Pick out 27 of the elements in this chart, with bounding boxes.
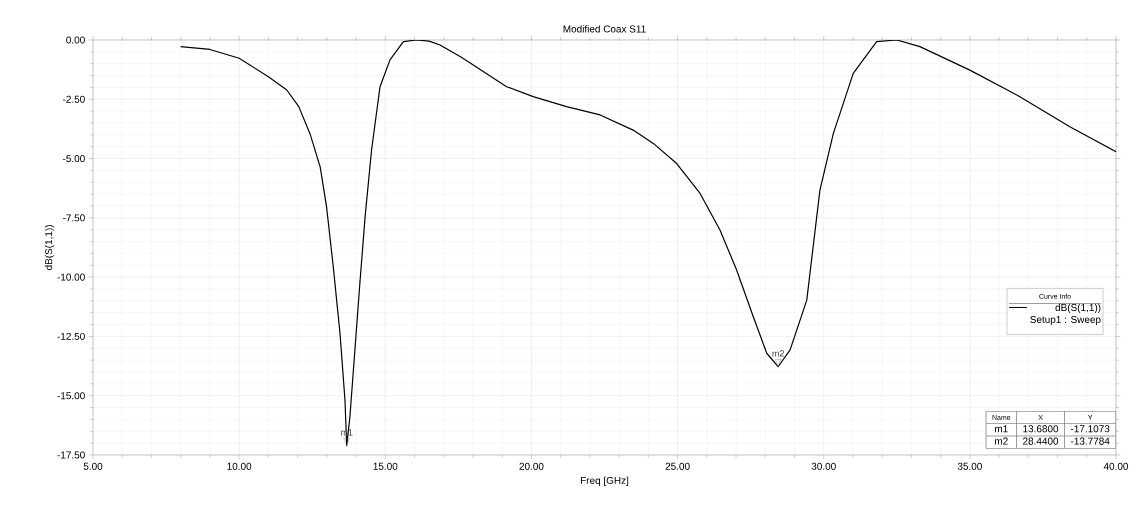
y-axis-title: dB(S(1,1)) [44,225,55,271]
x-tick-label: 25.00 [665,462,690,470]
annotation: 28.4400 [1023,437,1059,445]
y-tick-label: -17.50 [57,451,85,459]
x-tick-label: 15.00 [373,462,398,470]
legend-label: dB(S(1,1)) Setup1 : Sweep [1030,303,1101,325]
annotation: m1 [995,425,1008,433]
y-tick-label: -12.50 [57,332,85,340]
chart-title: Modified Coax S11 [563,25,646,33]
annotation: -17.1073 [1070,425,1110,433]
x-axis-title: Freq [GHz] [580,476,629,486]
x-tick-label: 10.00 [227,462,252,470]
annotation: -13.7784 [1070,437,1110,445]
y-tick-label: -5.00 [62,155,85,163]
annotation: m2 [772,350,784,357]
annotation: 13.6800 [1023,425,1059,433]
y-tick-label: -15.00 [57,392,85,400]
x-tick-label: 35.00 [957,462,982,470]
x-tick-label: 40.00 [1103,462,1129,470]
x-tick-label: 5.00 [83,462,103,470]
y-tick-label: -7.50 [62,214,85,222]
y-tick-label: -10.00 [57,273,85,281]
y-tick-label: -2.50 [62,95,85,103]
x-tick-label: 20.00 [519,462,544,470]
y-tick-label: 0.00 [66,36,85,44]
x-tick-label: 30.00 [811,462,836,470]
annotation: m2 [995,437,1008,445]
